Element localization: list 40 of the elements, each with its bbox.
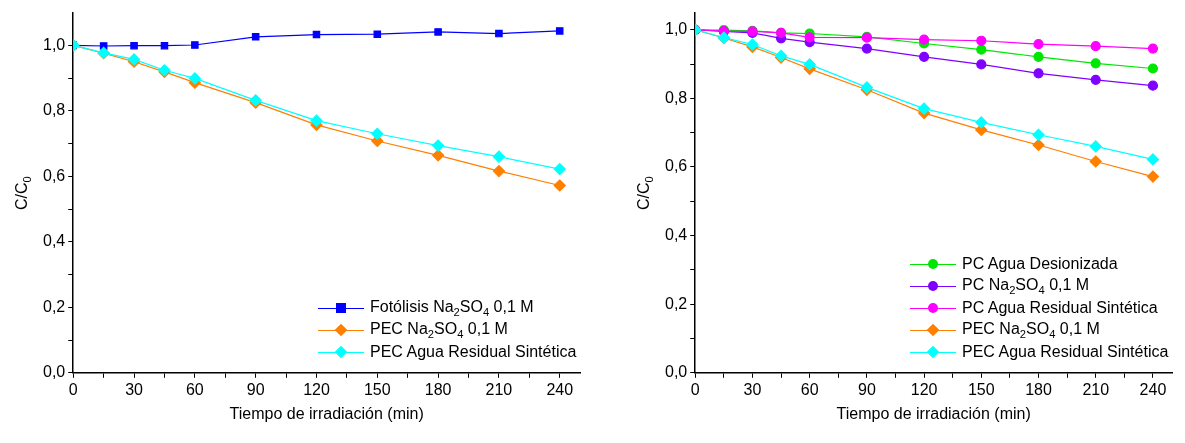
y-tick-label: 0,8 bbox=[664, 88, 688, 106]
y-tick-label: 0,4 bbox=[664, 225, 688, 243]
y-tick-label: 0,0 bbox=[42, 363, 66, 381]
legend-label: PEC Na$_{2}$SO$_{4}$ 0,1 M bbox=[962, 319, 1100, 340]
x-tick-label: 90 bbox=[246, 380, 265, 398]
y-tick-label: 1,0 bbox=[42, 35, 66, 53]
y-tick-label: 0,2 bbox=[42, 297, 66, 315]
x-tick-label: 210 bbox=[485, 380, 513, 398]
x-tick-label: 0 bbox=[68, 380, 78, 398]
x-tick-label: 180 bbox=[424, 380, 452, 398]
legend-label: PEC Na$_{2}$SO$_{4}$ 0,1 M bbox=[370, 319, 508, 340]
x-tick-label: 240 bbox=[546, 380, 574, 398]
x-tick-label: 30 bbox=[125, 380, 144, 398]
x-axis-title: Tiempo de irradiación (min) bbox=[229, 404, 424, 423]
legend-label: PEC Agua Residual Sintética bbox=[962, 342, 1169, 361]
legend-label: PC Na$_{2}$SO$_{4}$ 0,1 M bbox=[962, 275, 1090, 296]
y-tick-label: 0,0 bbox=[664, 363, 688, 381]
y-tick-label: 0,6 bbox=[42, 166, 66, 184]
x-tick-label: 120 bbox=[303, 380, 330, 398]
y-tick-label: 0,4 bbox=[42, 232, 66, 250]
y-tick-label: 0,2 bbox=[664, 294, 688, 312]
x-tick-label: 150 bbox=[967, 380, 995, 398]
x-tick-label: 30 bbox=[743, 380, 762, 398]
y-tick-label: 1,0 bbox=[664, 20, 688, 38]
x-tick-label: 90 bbox=[857, 380, 876, 398]
legend-label: PC Agua Residual Sintética bbox=[962, 298, 1158, 317]
x-tick-label: 60 bbox=[800, 380, 819, 398]
y-tick-label: 0,6 bbox=[664, 157, 688, 175]
x-tick-label: 240 bbox=[1139, 380, 1167, 398]
legend-label: PC Agua Desionizada bbox=[962, 254, 1118, 273]
x-axis-title: Tiempo de irradiación (min) bbox=[836, 404, 1031, 423]
y-tick-label: 0,8 bbox=[42, 101, 66, 119]
x-tick-label: 210 bbox=[1082, 380, 1110, 398]
legend-label: Fotólisis Na$_{2}$SO$_{4}$ 0,1 M bbox=[370, 297, 534, 318]
x-tick-label: 0 bbox=[690, 380, 700, 398]
x-tick-label: 60 bbox=[185, 380, 204, 398]
x-tick-label: 120 bbox=[910, 380, 938, 398]
legend-label: PEC Agua Residual Sintética bbox=[370, 342, 577, 361]
x-tick-label: 180 bbox=[1025, 380, 1052, 398]
x-tick-label: 150 bbox=[363, 380, 391, 398]
